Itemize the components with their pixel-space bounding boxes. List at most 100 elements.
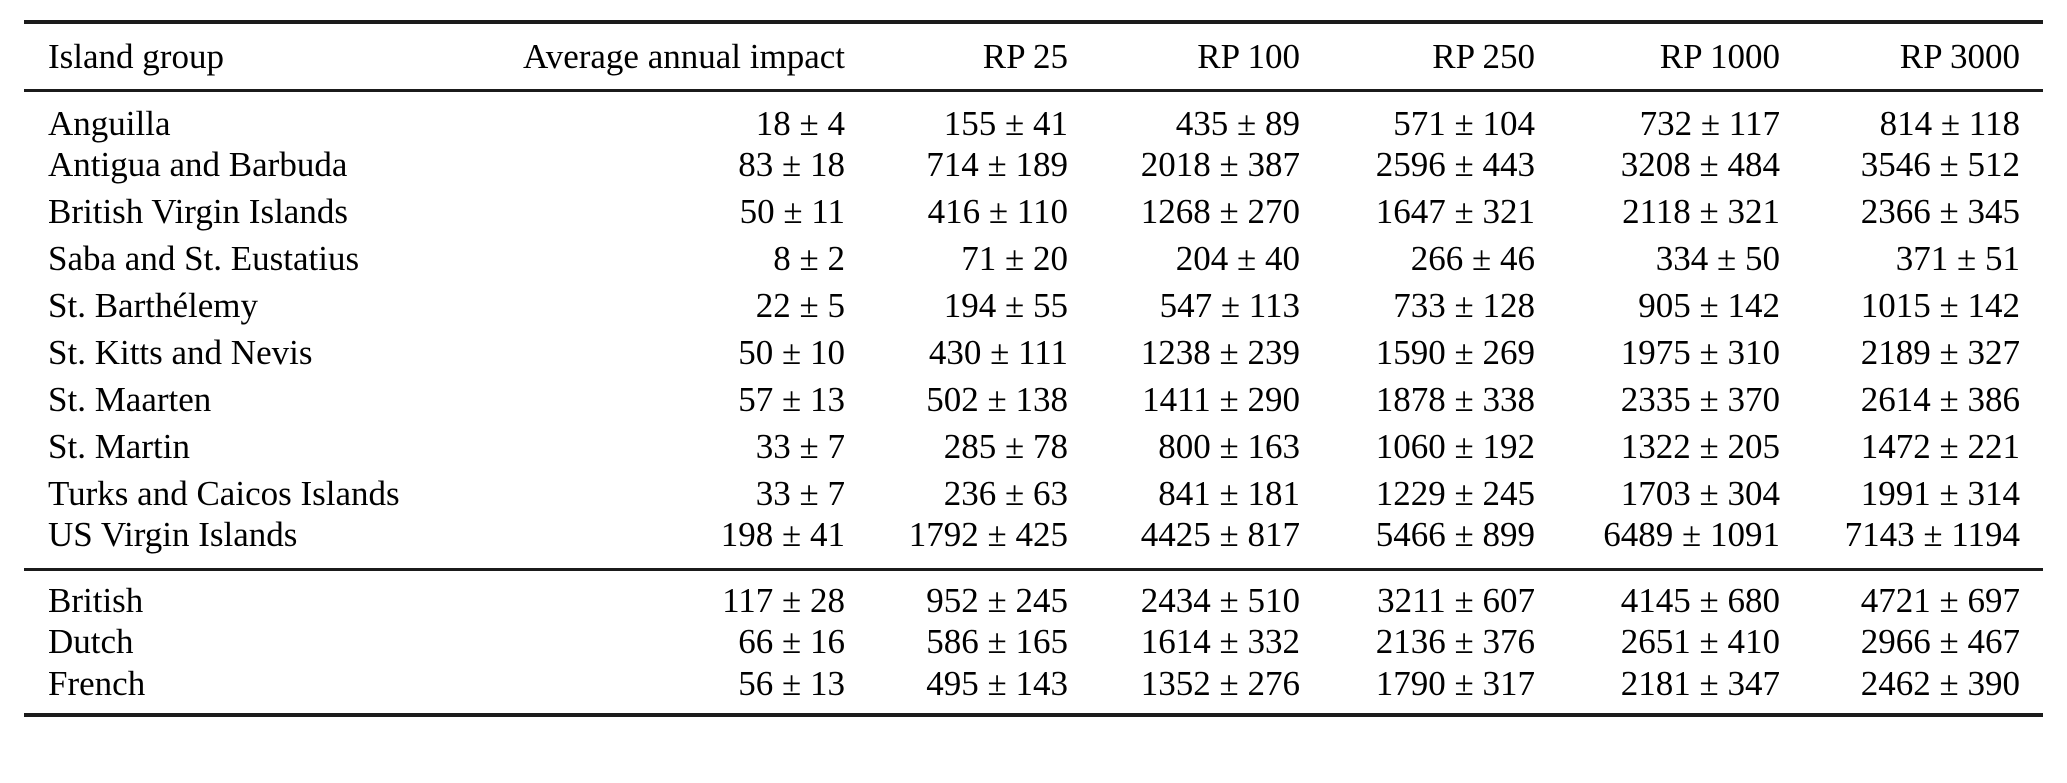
value-cell: 2596 ± 443	[1375, 144, 1535, 184]
summary-row: Dutch 66 ± 16 586 ± 165 1614 ± 332 2136 …	[24, 618, 2043, 666]
island-rows-section: Anguilla 18 ± 4 155 ± 41 435 ± 89 571 ± …	[24, 90, 2043, 571]
summary-row: British 117 ± 28 952 ± 245 2434 ± 510 32…	[24, 569, 2043, 618]
value-cell: 1352 ± 276	[1068, 665, 1300, 717]
col-header-rp-3000: RP 3000	[1780, 20, 2043, 92]
value-cell: 1322 ± 205	[1620, 426, 1780, 466]
value-cell: 50 ± 11	[739, 191, 845, 231]
value-cell: 952 ± 245	[926, 580, 1068, 620]
col-header-rp-100: RP 100	[1068, 20, 1300, 92]
row-label: US Virgin Islands	[24, 516, 445, 571]
value-cell: 2018 ± 387	[1140, 144, 1300, 184]
value-cell: 8 ± 2	[773, 238, 845, 278]
table-row: St. Kitts and Nevis 50 ± 10 430 ± 111 12…	[24, 329, 2043, 376]
value-cell: 66 ± 16	[738, 622, 845, 661]
table-row: Saba and St. Eustatius 8 ± 2 71 ± 20 204…	[24, 235, 2043, 282]
row-label: St. Barthélemy	[48, 285, 258, 325]
table-row: US Virgin Islands 198 ± 41 1792 ± 425 44…	[24, 516, 2043, 571]
impact-table: Island group Average annual impact RP 25…	[24, 20, 2043, 717]
value-cell: 2614 ± 386	[1860, 379, 2020, 419]
row-label: French	[24, 665, 445, 717]
value-cell: 4145 ± 680	[1620, 580, 1780, 620]
value-cell: 502 ± 138	[926, 379, 1068, 419]
value-cell: 204 ± 40	[1175, 238, 1300, 278]
row-label: Dutch	[48, 622, 134, 661]
value-cell: 18 ± 4	[755, 103, 845, 143]
value-cell: 1229 ± 245	[1375, 473, 1535, 513]
value-cell: 198 ± 41	[445, 516, 845, 571]
value-cell: 1060 ± 192	[1375, 426, 1535, 466]
value-cell: 3211 ± 607	[1377, 580, 1535, 620]
value-cell: 1790 ± 317	[1300, 665, 1535, 717]
table-row: Anguilla 18 ± 4 155 ± 41 435 ± 89 571 ± …	[24, 90, 2043, 141]
value-cell: 435 ± 89	[1175, 103, 1300, 143]
value-cell: 22 ± 5	[755, 285, 845, 325]
table-row: St. Maarten 57 ± 13 502 ± 138 1411 ± 290…	[24, 376, 2043, 423]
value-cell: 334 ± 50	[1655, 238, 1780, 278]
row-label: St. Kitts and Nevis	[48, 332, 313, 372]
nation-summary-section: British 117 ± 28 952 ± 245 2434 ± 510 32…	[24, 569, 2043, 717]
row-label: St. Martin	[48, 426, 190, 466]
value-cell: 83 ± 18	[738, 144, 845, 184]
table-header: Island group Average annual impact RP 25…	[24, 20, 2043, 92]
value-cell: 57 ± 13	[738, 379, 845, 419]
row-label: British	[48, 580, 144, 620]
value-cell: 495 ± 143	[845, 665, 1068, 717]
value-cell: 733 ± 128	[1393, 285, 1535, 325]
value-cell: 1411 ± 290	[1142, 379, 1300, 419]
table-row: British Virgin Islands 50 ± 11 416 ± 110…	[24, 188, 2043, 235]
value-cell: 2651 ± 410	[1620, 622, 1780, 661]
table-row: St. Barthélemy 22 ± 5 194 ± 55 547 ± 113…	[24, 282, 2043, 329]
value-cell: 800 ± 163	[1158, 426, 1300, 466]
row-label: Antigua and Barbuda	[48, 144, 348, 184]
value-cell: 1015 ± 142	[1860, 285, 2020, 325]
value-cell: 1590 ± 269	[1375, 332, 1535, 372]
value-cell: 2189 ± 327	[1860, 332, 2020, 372]
value-cell: 2335 ± 370	[1620, 379, 1780, 419]
col-header-rp-1000: RP 1000	[1535, 20, 1780, 92]
value-cell: 1975 ± 310	[1620, 332, 1780, 372]
value-cell: 3546 ± 512	[1860, 144, 2020, 184]
value-cell: 1647 ± 321	[1375, 191, 1535, 231]
value-cell: 371 ± 51	[1895, 238, 2020, 278]
value-cell: 4425 ± 817	[1068, 516, 1300, 571]
value-cell: 3208 ± 484	[1620, 144, 1780, 184]
value-cell: 1792 ± 425	[845, 516, 1068, 571]
value-cell: 2462 ± 390	[1780, 665, 2043, 717]
value-cell: 1614 ± 332	[1140, 622, 1300, 661]
col-header-rp-25: RP 25	[845, 20, 1068, 92]
value-cell: 2181 ± 347	[1535, 665, 1780, 717]
value-cell: 1878 ± 338	[1375, 379, 1535, 419]
value-cell: 714 ± 189	[926, 144, 1068, 184]
value-cell: 71 ± 20	[961, 238, 1068, 278]
value-cell: 2136 ± 376	[1375, 622, 1535, 661]
value-cell: 2434 ± 510	[1140, 580, 1300, 620]
value-cell: 33 ± 7	[755, 426, 845, 466]
value-cell: 1991 ± 314	[1860, 473, 2020, 513]
value-cell: 4721 ± 697	[1860, 580, 2020, 620]
value-cell: 547 ± 113	[1159, 285, 1300, 325]
value-cell: 6489 ± 1091	[1535, 516, 1780, 571]
value-cell: 2366 ± 345	[1860, 191, 2020, 231]
value-cell: 117 ± 28	[722, 580, 845, 620]
value-cell: 905 ± 142	[1638, 285, 1780, 325]
table-row: St. Martin 33 ± 7 285 ± 78 800 ± 163 106…	[24, 423, 2043, 470]
col-header-average-annual-impact: Average annual impact	[445, 20, 845, 92]
value-cell: 2966 ± 467	[1860, 622, 2020, 661]
value-cell: 586 ± 165	[926, 622, 1068, 661]
value-cell: 56 ± 13	[445, 665, 845, 717]
col-header-island-group: Island group	[24, 20, 445, 92]
value-cell: 2118 ± 321	[1622, 191, 1780, 231]
table-row: Turks and Caicos Islands 33 ± 7 236 ± 63…	[24, 470, 2043, 517]
summary-row: French 56 ± 13 495 ± 143 1352 ± 276 1790…	[24, 665, 2043, 717]
row-label: Turks and Caicos Islands	[48, 473, 400, 513]
row-label: Anguilla	[48, 103, 171, 143]
row-label: Saba and St. Eustatius	[48, 238, 360, 278]
value-cell: 50 ± 10	[738, 332, 845, 372]
value-cell: 7143 ± 1194	[1780, 516, 2043, 571]
value-cell: 33 ± 7	[755, 473, 845, 513]
value-cell: 236 ± 63	[943, 473, 1068, 513]
value-cell: 814 ± 118	[1879, 103, 2020, 143]
value-cell: 1238 ± 239	[1140, 332, 1300, 372]
value-cell: 285 ± 78	[943, 426, 1068, 466]
value-cell: 1268 ± 270	[1140, 191, 1300, 231]
